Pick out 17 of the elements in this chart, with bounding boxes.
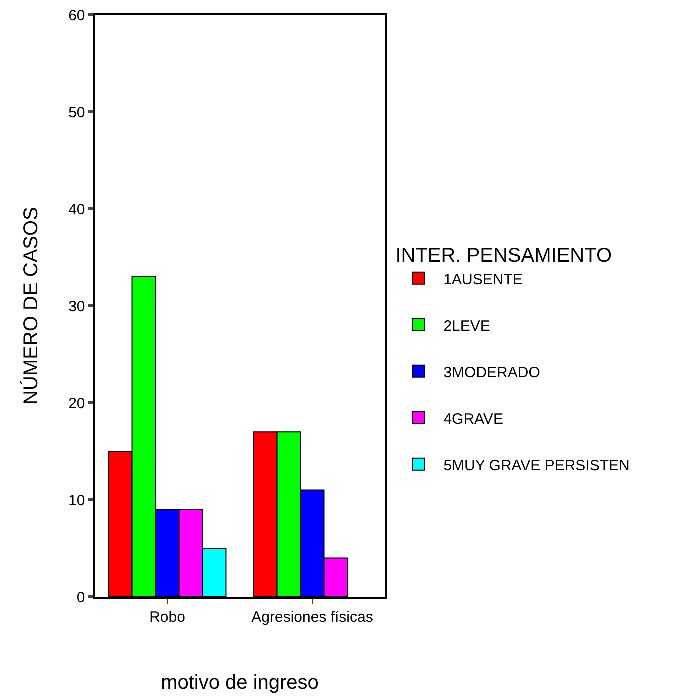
- x-axis-title: motivo de ingreso: [161, 672, 319, 694]
- legend-label: 5MUY GRAVE PERSISTEN: [444, 457, 630, 474]
- y-tick-label: 50: [68, 104, 86, 122]
- legend-title: INTER. PENSAMIENTO: [396, 245, 612, 268]
- y-tick-label: 40: [68, 201, 86, 218]
- y-tick-label: 60: [68, 7, 86, 24]
- legend-label: 4GRAVE: [444, 410, 504, 428]
- x-tick-label: Robo: [150, 608, 186, 626]
- x-tick-label: Agresiones físicas: [252, 608, 374, 626]
- y-axis-title: NÚMERO DE CASOS: [20, 207, 43, 405]
- legend-label: 3MODERADO: [444, 364, 540, 382]
- y-tick-label: 10: [68, 492, 86, 510]
- y-tick-label: 0: [76, 589, 86, 606]
- y-tick-label: 30: [68, 298, 86, 316]
- legend-label: 2LEVE: [444, 318, 490, 335]
- legend-label: 1AUSENTE: [444, 271, 523, 288]
- y-tick-label: 20: [68, 395, 86, 412]
